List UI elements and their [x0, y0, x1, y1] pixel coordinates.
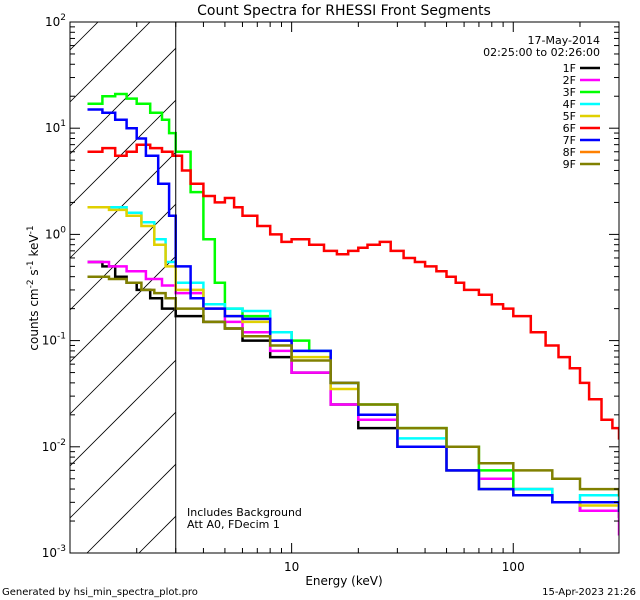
x-tick-label: 100: [502, 560, 525, 574]
series-layer: [87, 92, 619, 536]
legend-label-1F: 1F: [563, 62, 576, 75]
y-tick-label: 10-2: [42, 438, 66, 454]
y-tick-label: 10-3: [42, 544, 66, 560]
legend-label-7F: 7F: [563, 134, 576, 147]
y-tick-exp: 0: [60, 225, 66, 235]
y-tick-base: 10: [42, 546, 57, 560]
y-tick-label: 10-1: [42, 332, 66, 348]
y-axis-label: counts cm-2 s-1 keV-1: [26, 225, 41, 350]
legend-label-6F: 6F: [563, 122, 576, 135]
y-label-exp-0: -2: [26, 279, 36, 288]
generated-by-label: Generated by hsi_min_spectra_plot.pro: [2, 587, 198, 598]
y-label-part-1: s: [27, 269, 41, 279]
y-tick-exp: 1: [60, 119, 66, 129]
chart-title: Count Spectra for RHESSI Front Segments: [197, 3, 491, 19]
legend-label-8F: 8F: [563, 146, 576, 159]
legend-label-3F: 3F: [563, 86, 576, 99]
footer-timestamp: 15-Apr-2023 21:26: [542, 587, 636, 598]
annotation-background: Includes Background: [187, 506, 302, 519]
y-tick-label: 100: [45, 225, 66, 241]
y-tick-base: 10: [42, 440, 57, 454]
plot-frame: [69, 21, 620, 554]
date-label: 17-May-2014: [528, 34, 600, 47]
legend-label-5F: 5F: [563, 110, 576, 123]
axis-ticks: [69, 21, 620, 554]
legend-label-4F: 4F: [563, 98, 576, 111]
y-label-exp-2: -1: [26, 225, 36, 234]
y-label-part-2: keV: [27, 234, 41, 261]
y-tick-label: 102: [45, 13, 66, 29]
x-axis-label: Energy (keV): [305, 574, 382, 588]
time-range-label: 02:25:00 to 02:26:00: [483, 46, 600, 59]
x-tick-label: 10: [284, 560, 299, 574]
y-tick-exp: -1: [57, 332, 66, 342]
y-label-part-0: counts cm: [27, 288, 41, 350]
series-9F: [87, 275, 619, 497]
legend-label-2F: 2F: [563, 74, 576, 87]
annotation-attenuator: Att A0, FDecim 1: [187, 518, 280, 531]
legend-label-9F: 9F: [563, 158, 576, 171]
series-7F: [87, 108, 619, 512]
y-tick-label: 101: [45, 119, 66, 135]
y-tick-base: 10: [45, 15, 60, 29]
y-tick-base: 10: [45, 121, 60, 135]
y-label-exp-1: -1: [26, 260, 36, 269]
y-tick-base: 10: [42, 334, 57, 348]
x-tick-labels: 10 100: [284, 560, 525, 574]
y-tick-exp: 2: [60, 13, 66, 23]
y-tick-exp: -2: [57, 438, 66, 448]
series-6F: [87, 143, 619, 440]
y-tick-base: 10: [45, 227, 60, 241]
y-tick-exp: -3: [57, 544, 66, 554]
